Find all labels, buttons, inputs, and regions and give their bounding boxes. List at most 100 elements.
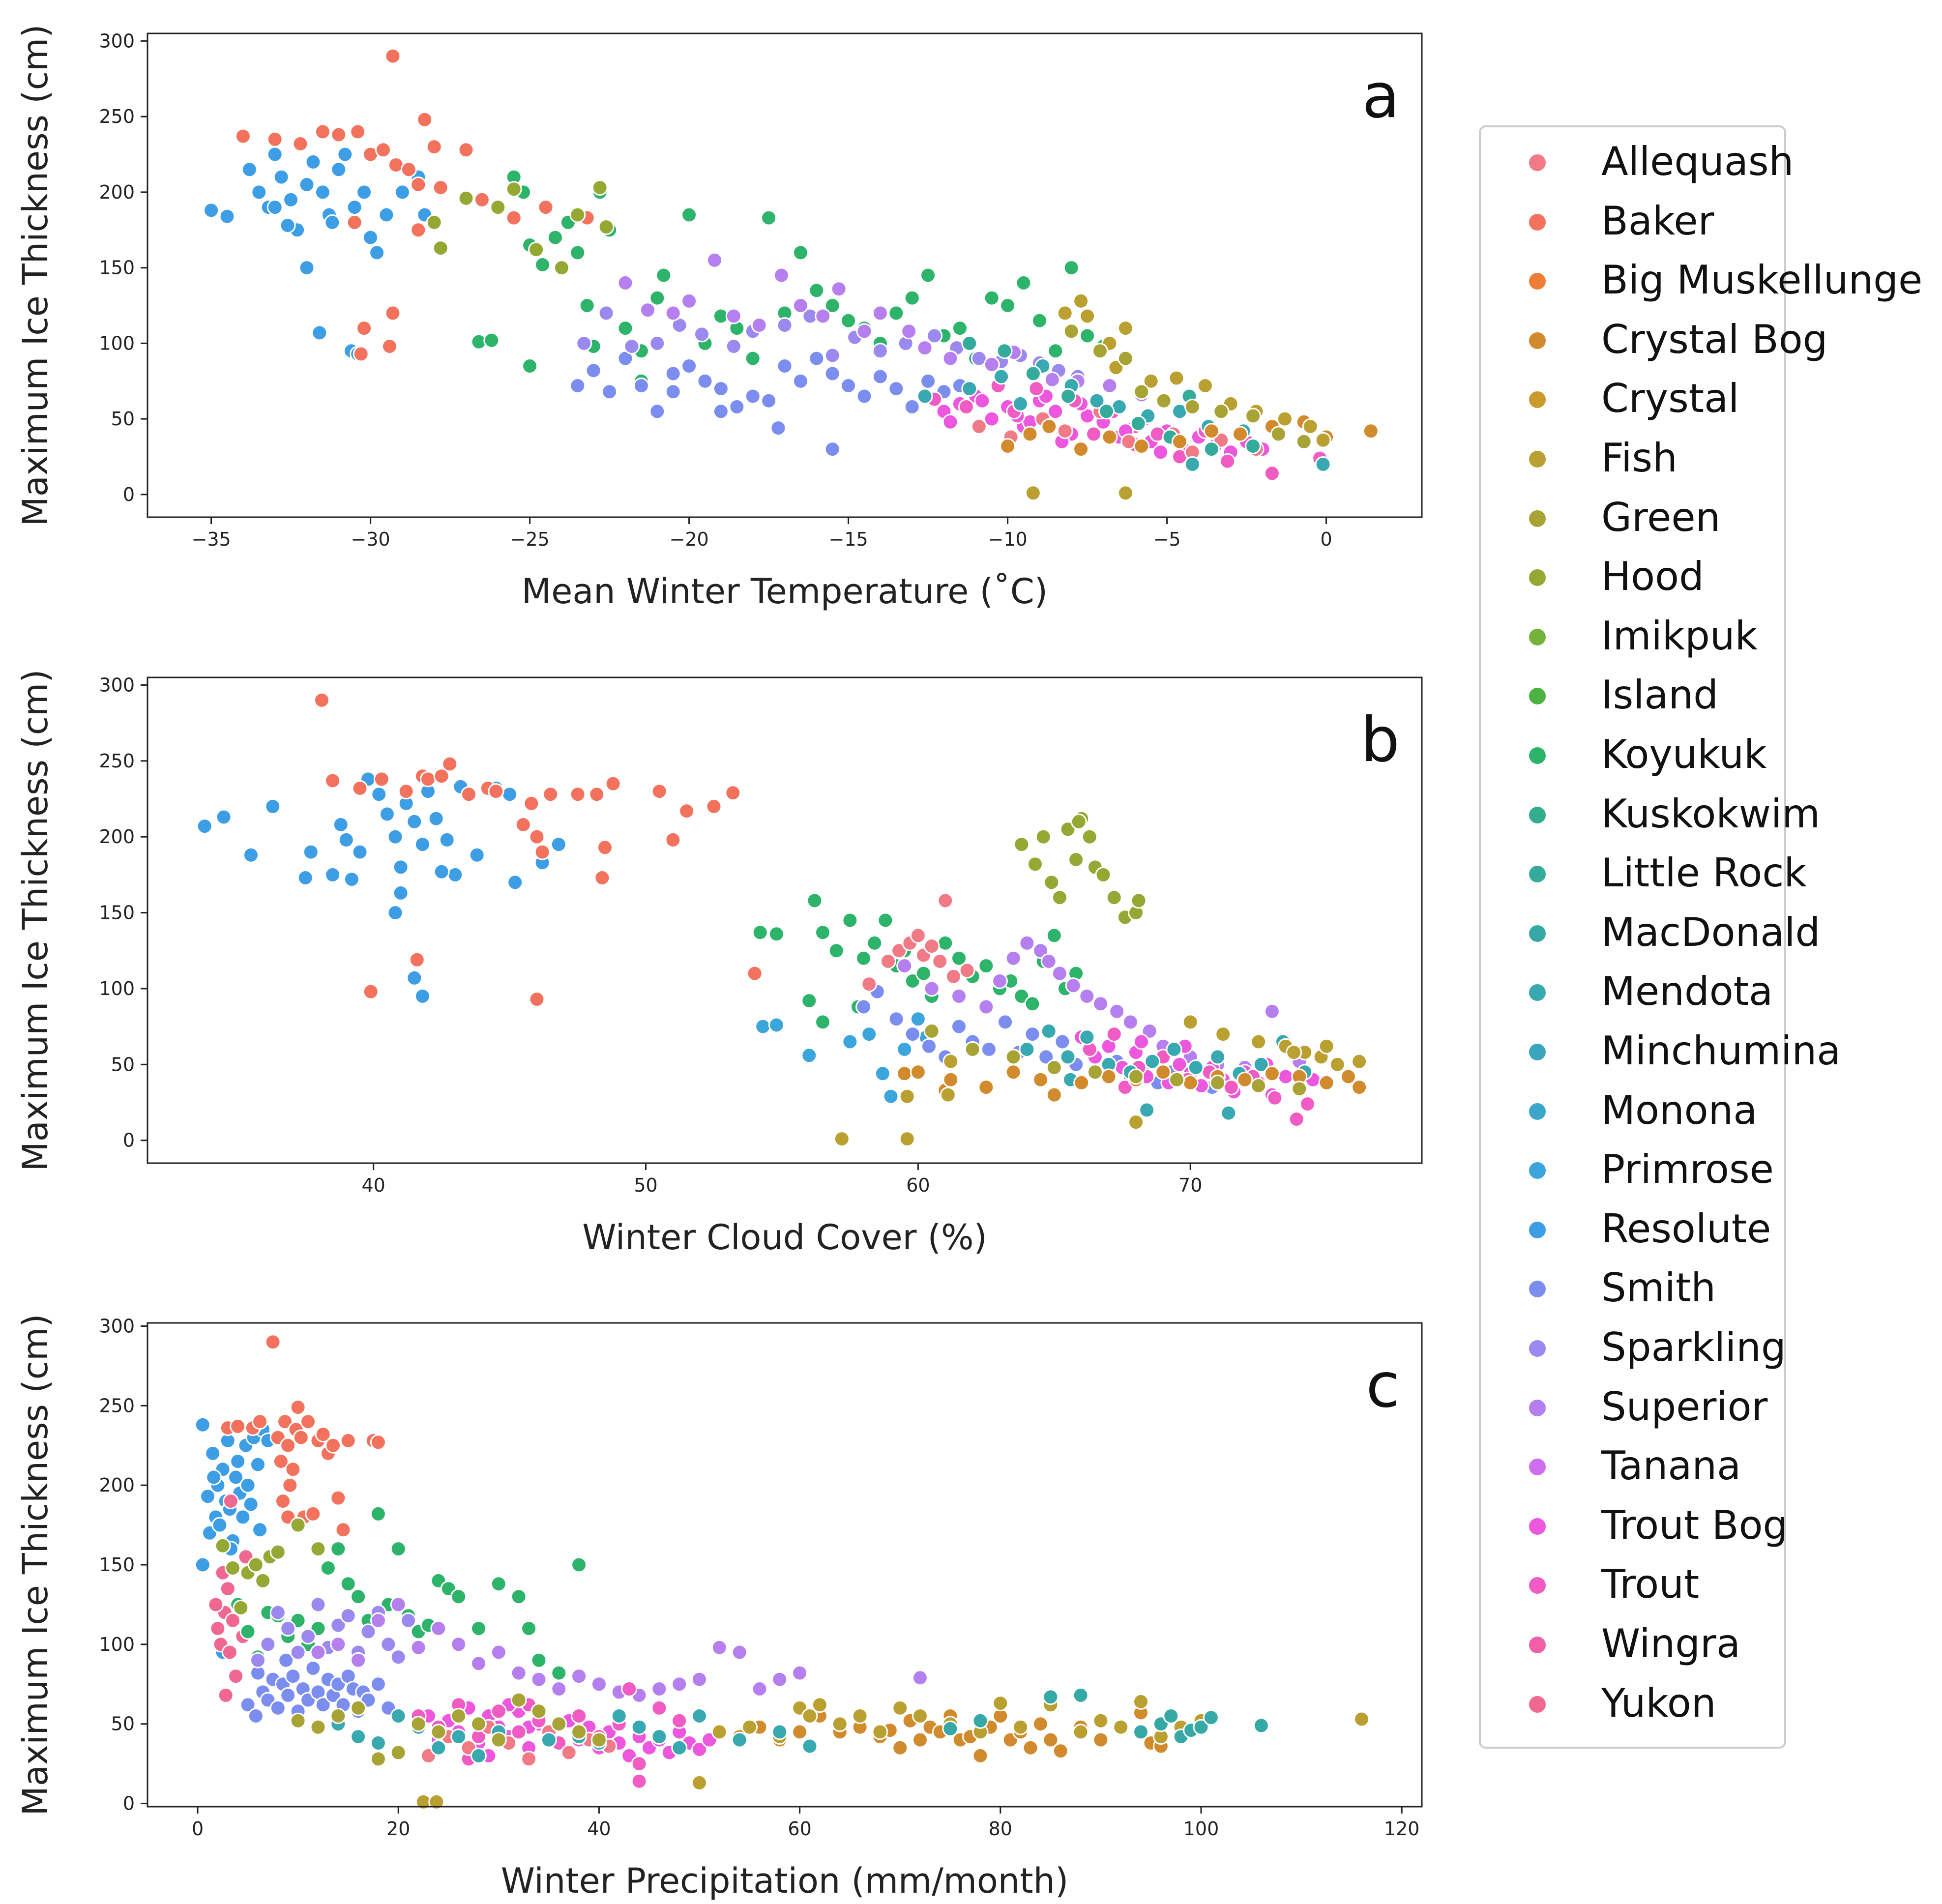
data-point-trout (1264, 465, 1280, 482)
legend-label: Koyukuk (1601, 732, 1767, 777)
data-point-resolute (324, 214, 341, 231)
data-point-smith (285, 1668, 301, 1685)
data-point-sparkling (649, 335, 666, 352)
data-point-smith (824, 365, 841, 382)
data-point-resolute (194, 1416, 211, 1433)
data-point-macdonald (1042, 1689, 1059, 1705)
data-point-green (310, 1719, 326, 1735)
data-point-baker (426, 139, 442, 155)
data-point-resolute (196, 818, 213, 835)
data-point-green (290, 1712, 306, 1729)
data-point-superior (1032, 942, 1049, 959)
data-point-smith (269, 1699, 286, 1716)
data-point-mendota (1012, 395, 1029, 412)
data-point-sparkling (330, 1617, 347, 1634)
data-point-koyukuk (320, 1560, 336, 1576)
data-point-smith (792, 373, 809, 389)
data-point-superior (1051, 965, 1068, 982)
data-point-fish (831, 1716, 848, 1732)
data-point-allequash (880, 953, 896, 969)
data-point-smith (370, 1676, 386, 1693)
y-tick-label: 0 (123, 484, 135, 505)
panel-label: b (1361, 704, 1400, 776)
data-point-little-rock (1098, 403, 1115, 420)
data-point-baker (362, 983, 379, 1000)
x-tick-label: 120 (1384, 1818, 1420, 1840)
data-point-koyukuk (828, 942, 845, 959)
data-point-baker (529, 991, 545, 1007)
legend-label: Trout Bog (1601, 1502, 1788, 1548)
data-point-fish (1117, 320, 1134, 337)
data-point-crystal-bog (942, 1071, 959, 1088)
data-point-smith (729, 399, 745, 415)
data-point-baker (725, 785, 741, 801)
data-point-koyukuk (551, 1665, 567, 1681)
legend-label: Monona (1601, 1087, 1758, 1133)
data-point-koyukuk (1024, 996, 1041, 1012)
legend-marker (1528, 568, 1547, 588)
data-point-hood (1059, 821, 1076, 838)
data-point-superior (916, 340, 933, 356)
data-point-hood (458, 190, 474, 206)
data-point-baker (433, 768, 450, 785)
data-point-koyukuk (904, 973, 921, 989)
y-tick-label: 0 (123, 1793, 135, 1815)
data-point-smith (921, 1038, 937, 1055)
data-point-hood (1013, 836, 1030, 853)
data-point-smith (681, 358, 698, 374)
data-point-smith (665, 365, 681, 382)
data-point-baker (356, 320, 373, 337)
data-point-mendota (731, 1731, 748, 1748)
data-point-mendota (350, 1728, 367, 1745)
legend-marker (1528, 686, 1547, 706)
data-point-macdonald (1133, 1724, 1149, 1740)
legend-marker (1528, 212, 1547, 232)
data-point-superior (1005, 950, 1022, 967)
data-point-primrose (896, 1041, 913, 1057)
data-point-smith (665, 383, 681, 400)
x-tick-label: 40 (362, 1174, 385, 1196)
data-point-superior (942, 350, 959, 367)
data-point-koyukuk (471, 1620, 487, 1637)
data-point-resolute (324, 866, 341, 883)
data-point-resolute (215, 809, 232, 825)
data-point-fish (1318, 1038, 1335, 1055)
data-point-hood (1027, 856, 1043, 873)
data-point-resolute (242, 1496, 259, 1513)
data-point-smith (980, 1041, 997, 1057)
data-point-sparkling (400, 1612, 417, 1629)
data-point-koyukuk (951, 320, 968, 337)
data-point-koyukuk (752, 924, 768, 941)
data-point-resolute (206, 1469, 222, 1486)
data-point-koyukuk (655, 267, 672, 284)
data-point-resolute (241, 161, 258, 178)
data-points (196, 692, 1368, 1147)
data-point-baker (282, 1477, 298, 1494)
data-point-crystal-bog (1351, 1079, 1368, 1096)
data-point-baker (458, 142, 474, 158)
legend-marker (1528, 1339, 1547, 1358)
data-point-smith (633, 378, 649, 394)
data-point-superior (1065, 977, 1082, 994)
legend-item: Trout Bog (1481, 1501, 1788, 1550)
data-point-allequash (891, 942, 908, 959)
data-point-resolute (239, 1477, 256, 1494)
data-point-superior (665, 305, 681, 322)
data-point-crystal-bog (972, 1747, 989, 1764)
data-point-resolute (273, 169, 290, 185)
data-point-fish (1073, 293, 1089, 309)
x-tick-label: 20 (386, 1818, 410, 1840)
data-point-green (1291, 1081, 1308, 1097)
data-point-resolute (469, 847, 485, 863)
data-point-fish (1351, 1053, 1368, 1070)
data-point-koyukuk (824, 297, 841, 314)
legend-marker (1528, 1576, 1547, 1596)
data-point-baker (537, 199, 554, 216)
data-point-hood (1106, 889, 1122, 906)
data-point-resolute (314, 184, 331, 201)
data-point-superior (992, 973, 1008, 989)
y-tick-label: 100 (99, 332, 135, 354)
data-point-hood (505, 181, 522, 198)
data-point-green (330, 1708, 347, 1724)
data-point-fish (1182, 1014, 1199, 1030)
